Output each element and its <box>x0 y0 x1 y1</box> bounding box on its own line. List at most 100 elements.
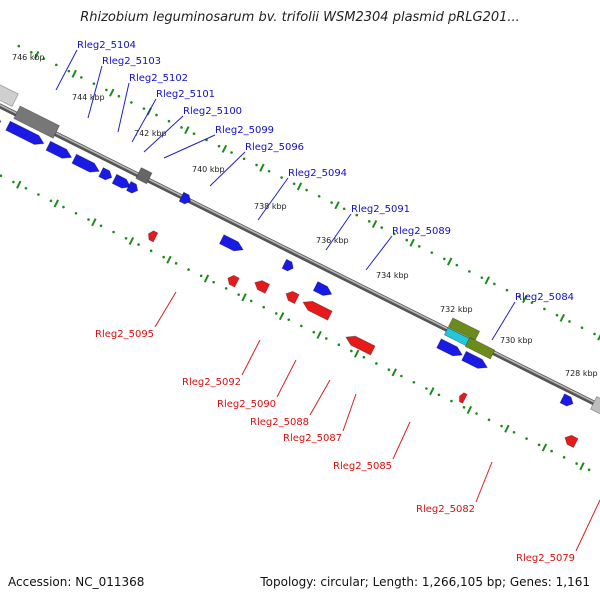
reverse-gene-arrow <box>147 230 159 243</box>
forward-gene-arrow-body <box>125 181 139 194</box>
forward-gene-arrow-body <box>461 350 488 369</box>
forward-gene-arrow <box>0 109 2 125</box>
forward-gene-arrow <box>71 153 100 173</box>
olive-feature <box>464 337 496 360</box>
upper-rail-dot <box>580 326 584 330</box>
lower-rail-dot <box>137 243 140 246</box>
lower-rail-tick <box>53 199 60 208</box>
upper-rail-dot <box>305 188 308 192</box>
upper-rail-dot <box>392 232 396 236</box>
upper-rail-dot <box>443 257 446 261</box>
lower-rail-dot <box>437 393 441 397</box>
tick-label: 742 kbp <box>134 129 167 138</box>
upper-rail-dot <box>530 301 534 304</box>
tick-label: 730 kbp <box>500 336 533 345</box>
upper-rail-dot <box>405 238 409 242</box>
tick-label: 744 kbp <box>72 93 105 102</box>
reverse-gene-arrow-body <box>147 230 159 243</box>
forward-label-leader <box>55 49 78 91</box>
upper-rail-dot <box>593 332 596 336</box>
lower-rail-tick <box>354 349 360 358</box>
forward-gene-arrow-body <box>0 109 2 125</box>
upper-rail-dot <box>142 107 146 110</box>
lower-rail-dot <box>62 205 65 209</box>
forward-label-leader <box>163 134 216 159</box>
upper-rail-tick <box>296 182 303 191</box>
tick-label: 734 kbp <box>376 271 409 280</box>
lower-rail-tick <box>541 443 548 452</box>
upper-rail-dot <box>130 101 133 104</box>
lower-rail-dot <box>237 293 240 296</box>
upper-rail-tick <box>221 144 228 153</box>
lower-rail-dot <box>24 186 28 190</box>
lower-rail-dot <box>587 468 591 472</box>
lower-rail-dot <box>487 418 491 422</box>
reverse-label-leader <box>575 499 600 552</box>
upper-rail-dot <box>230 151 233 154</box>
lower-rail-dot <box>37 193 40 196</box>
forward-gene-label: Rleg2_5102 <box>129 73 188 84</box>
lower-rail-dot <box>299 324 303 328</box>
olive-feature <box>447 317 481 341</box>
upper-rail-tick <box>334 201 340 210</box>
grey-feature <box>0 78 19 107</box>
upper-rail-tick <box>71 69 77 78</box>
lower-rail-dot <box>500 424 503 428</box>
forward-gene-arrow-body <box>281 258 294 272</box>
forward-gene-arrow <box>436 338 463 357</box>
upper-rail-dot <box>543 307 546 311</box>
lower-rail-dot <box>287 318 291 321</box>
lower-rail-dot <box>550 449 553 453</box>
lower-rail-dot <box>387 368 391 372</box>
lower-rail-dot <box>362 355 366 359</box>
forward-label-leader <box>143 115 184 153</box>
reverse-gene-label: Rleg2_5095 <box>95 329 154 340</box>
upper-rail-tick <box>371 219 378 229</box>
forward-gene-label: Rleg2_5089 <box>392 226 451 237</box>
grey-feature-body <box>135 167 153 185</box>
map-title: Rhizobium leguminosarum bv. trifolii WSM… <box>80 10 520 25</box>
upper-rail-dot <box>217 144 221 148</box>
forward-gene-arrow-body <box>71 153 100 173</box>
lower-rail-tick <box>128 236 135 246</box>
reverse-label-leader <box>309 379 331 416</box>
lower-rail-tick <box>466 405 473 414</box>
reverse-gene-label: Rleg2_5082 <box>416 504 475 515</box>
upper-rail-dot <box>192 132 196 136</box>
lower-rail-dot <box>249 299 253 303</box>
forward-gene-arrow-body <box>111 173 132 189</box>
upper-rail-tick <box>484 276 490 285</box>
upper-rail-dot <box>180 126 183 129</box>
lower-rail-dot <box>74 211 78 215</box>
upper-rail-dot <box>267 169 271 173</box>
lower-rail-dot <box>525 437 528 440</box>
lower-rail-tick <box>316 330 322 339</box>
forward-gene-label: Rleg2_5094 <box>288 168 347 179</box>
lower-rail-tick <box>241 293 247 302</box>
upper-rail-dot <box>342 207 346 211</box>
lower-rail-dot <box>212 280 215 284</box>
tick-label: 740 kbp <box>192 165 225 174</box>
forward-label-leader <box>365 235 393 271</box>
upper-rail-dot <box>55 63 58 67</box>
lower-rail-tick <box>166 255 172 264</box>
reverse-label-leader <box>154 291 177 328</box>
upper-rail-dot <box>468 270 471 273</box>
lower-rail-dot <box>400 374 403 378</box>
upper-rail-dot <box>29 51 33 54</box>
upper-rail-dot <box>330 201 333 204</box>
forward-gene-label: Rleg2_5101 <box>156 89 215 100</box>
forward-gene-arrow-body <box>45 140 73 159</box>
lower-rail-tick <box>203 274 210 283</box>
lower-rail-tick <box>16 180 22 189</box>
reverse-gene-arrow-body <box>459 392 468 404</box>
lower-rail-dot <box>199 274 203 278</box>
forward-label-leader <box>491 301 516 341</box>
lower-rail-dot <box>87 218 90 221</box>
upper-rail-dot <box>92 82 96 85</box>
reverse-gene-label: Rleg2_5092 <box>182 377 241 388</box>
lower-rail-dot <box>462 405 466 409</box>
reverse-gene-arrow-body <box>564 434 579 449</box>
forward-gene-arrow <box>312 281 333 296</box>
